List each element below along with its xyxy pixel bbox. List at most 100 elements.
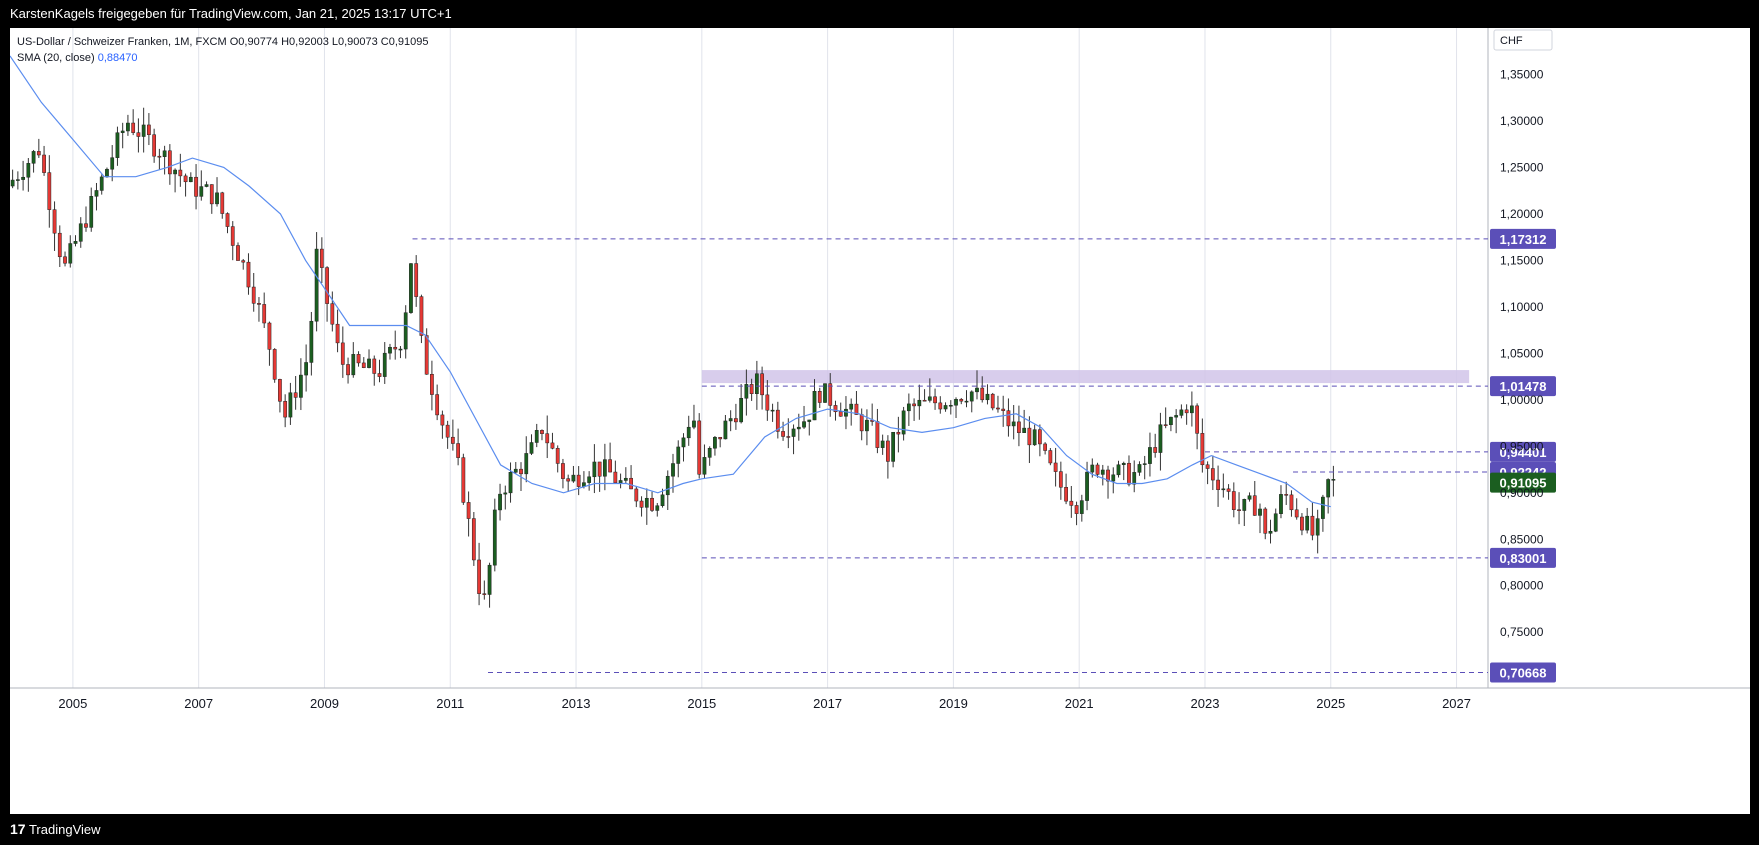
candle-body	[110, 157, 115, 170]
candle-body	[823, 383, 827, 403]
candle-body	[492, 509, 497, 566]
candle-body	[707, 447, 712, 458]
y-tick-label: 1,20000	[1500, 207, 1544, 221]
candle-body	[1011, 421, 1016, 427]
candle-body	[199, 186, 204, 197]
x-tick-label: 2025	[1316, 696, 1345, 711]
candle-body	[681, 437, 686, 448]
candle-body	[346, 364, 350, 376]
candle-body	[912, 403, 916, 407]
candle-body	[760, 373, 764, 396]
x-tick-label: 2019	[939, 696, 968, 711]
candle-body	[655, 505, 660, 511]
candle-body	[524, 453, 529, 475]
candle-body	[382, 352, 387, 377]
candle-body	[1247, 495, 1252, 500]
candle-body	[440, 414, 445, 426]
chart-legend: US-Dollar / Schweizer Franken, 1M, FXCM …	[17, 34, 429, 66]
candle-body	[78, 223, 83, 242]
candle-body	[754, 373, 759, 394]
candle-body	[42, 154, 46, 173]
candle-body	[1100, 469, 1105, 475]
tradingview-brand[interactable]: TradingView	[28, 822, 101, 837]
tradingview-logo-icon[interactable]: 17	[10, 821, 26, 837]
candle-body	[765, 394, 770, 411]
level-label: 0,83001	[1500, 551, 1547, 566]
candle-body	[173, 169, 177, 175]
x-tick-label: 2017	[813, 696, 842, 711]
candle-body	[849, 403, 854, 410]
candle-body	[424, 335, 429, 375]
candle-body	[309, 320, 314, 363]
candle-body	[1237, 509, 1241, 511]
candle-body	[550, 442, 555, 449]
candle-body	[1326, 479, 1331, 498]
candle-body	[1263, 508, 1268, 534]
last-price-label: 0,91095	[1500, 476, 1547, 491]
y-tick-label: 0,90000	[1500, 486, 1544, 500]
candle-body	[1205, 464, 1210, 469]
candle-body	[15, 179, 20, 181]
candle-body	[718, 436, 723, 440]
candle-body	[906, 403, 911, 412]
candle-body	[639, 500, 644, 508]
level-label: 1,17312	[1500, 232, 1547, 247]
level-label-bg	[1490, 376, 1556, 397]
candle-body	[178, 169, 183, 177]
candle-body	[147, 124, 151, 135]
candle-body	[1106, 469, 1110, 482]
candle-body	[257, 303, 261, 305]
candle-body	[660, 494, 665, 506]
y-tick-label: 0,85000	[1500, 532, 1544, 546]
candle-body	[1179, 409, 1184, 416]
candle-body	[1195, 405, 1199, 434]
legend-sma-label[interactable]: SMA (20, close)	[17, 52, 95, 64]
candle-body	[293, 392, 298, 398]
candle-body	[728, 418, 733, 422]
candle-body	[1095, 464, 1100, 475]
legend-ohlc: O0,90774 H0,92003 L0,90073 C0,91095	[229, 36, 429, 48]
candle-body	[1216, 479, 1220, 490]
candle-body	[283, 401, 288, 418]
candle-body	[566, 478, 571, 482]
candle-body	[26, 163, 31, 178]
candle-body	[608, 459, 612, 473]
candle-body	[508, 472, 513, 494]
legend-symbol[interactable]: US-Dollar / Schweizer Franken, 1M, FXCM	[17, 36, 227, 48]
candle-body	[587, 476, 592, 483]
candle-body	[1121, 462, 1126, 465]
candle-body	[576, 474, 581, 487]
candle-body	[519, 468, 523, 475]
candle-body	[802, 421, 806, 428]
candle-body	[136, 132, 141, 137]
candle-body	[73, 241, 78, 244]
candle-body	[791, 428, 796, 437]
chart-canvas[interactable]: 1,173121,014780,944010,922420,830010,706…	[10, 28, 1750, 814]
candle-body	[183, 175, 188, 183]
y-tick-label: 0,80000	[1500, 579, 1544, 593]
candle-body	[1331, 479, 1336, 481]
candle-body	[241, 260, 246, 263]
candle-body	[1310, 515, 1315, 536]
legend-sma-row: SMA (20, close) 0,88470	[17, 50, 429, 66]
last-price-bg	[1490, 472, 1556, 493]
candle-body	[1148, 447, 1152, 464]
level-label: 0,94401	[1500, 445, 1547, 460]
candle-body	[419, 296, 424, 336]
candle-body	[964, 400, 969, 403]
candle-body	[1053, 462, 1058, 472]
candle-body	[713, 436, 717, 449]
candle-body	[886, 440, 890, 462]
candle-body	[120, 130, 125, 133]
candle-body	[1074, 505, 1079, 514]
candle-body	[922, 399, 927, 402]
candle-body	[456, 443, 460, 458]
candle-body	[686, 426, 691, 439]
candle-body	[299, 374, 303, 398]
candle-body	[157, 155, 162, 158]
candle-body	[477, 559, 481, 594]
y-tick-label: 1,00000	[1500, 393, 1544, 407]
candle-body	[954, 399, 958, 406]
candle-body	[927, 396, 932, 401]
resistance-zone	[701, 370, 1470, 384]
